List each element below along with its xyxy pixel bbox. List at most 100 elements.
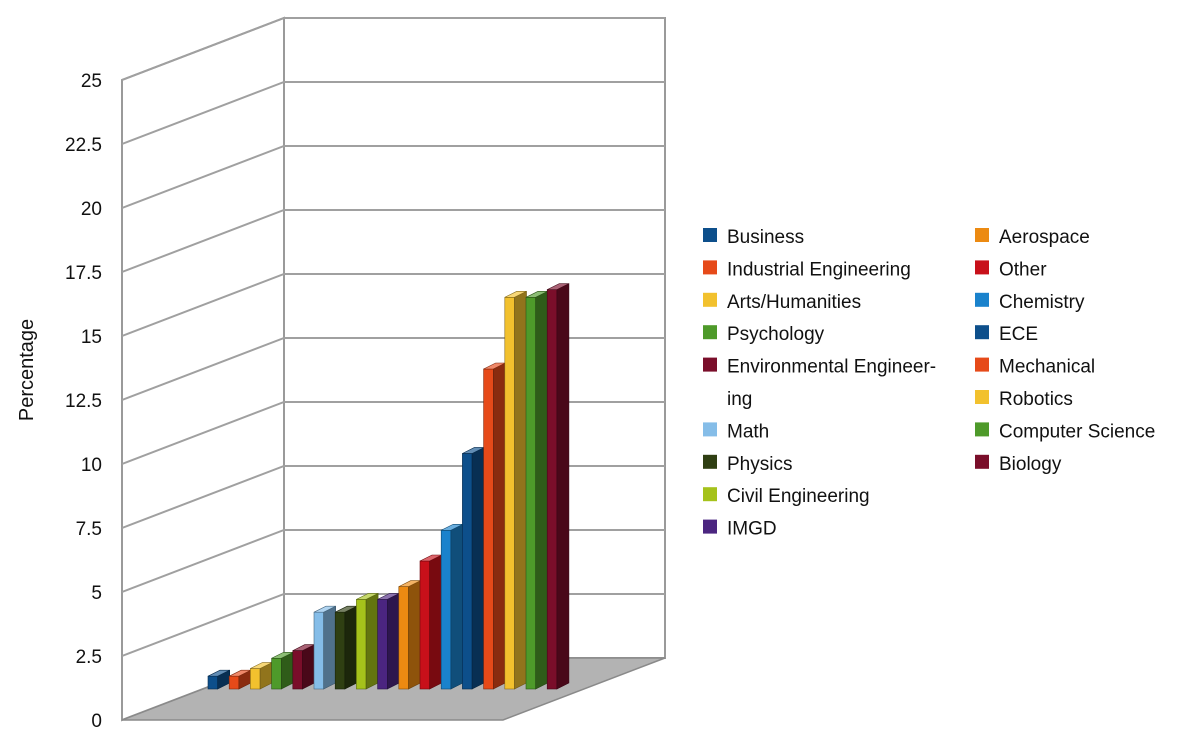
bar-top bbox=[313, 605, 336, 613]
legend-label: Computer Science bbox=[999, 421, 1155, 442]
bar bbox=[483, 362, 506, 690]
bar bbox=[525, 290, 549, 690]
legend-label: Biology bbox=[999, 454, 1062, 475]
gridline bbox=[121, 209, 665, 273]
bar-front bbox=[377, 599, 388, 690]
legend-label: Psychology bbox=[727, 324, 825, 345]
bar bbox=[271, 651, 294, 690]
y-axis-ticks: 0 2.5 5 7.5 10 12.5 15 17.5 20 22.5 25 bbox=[65, 71, 102, 732]
bar bbox=[440, 523, 464, 690]
bar-front bbox=[525, 297, 536, 690]
y-tick-label: 0 bbox=[91, 711, 102, 732]
bar-side bbox=[471, 446, 485, 690]
bar-top bbox=[207, 669, 230, 677]
gridline bbox=[121, 81, 665, 145]
bar-front bbox=[207, 675, 218, 690]
bar-side bbox=[323, 605, 337, 690]
bar-side bbox=[514, 290, 527, 690]
y-tick-label: 2.5 bbox=[76, 647, 102, 668]
legend-item: Environmental Engineer-ing bbox=[703, 357, 936, 410]
y-axis-title: Percentage bbox=[16, 319, 38, 421]
legend-label: ECE bbox=[999, 324, 1038, 345]
bar-side bbox=[492, 362, 506, 690]
bar-side bbox=[535, 290, 549, 690]
bar-top bbox=[504, 291, 527, 298]
legend-swatch bbox=[703, 422, 717, 437]
legend-item: Chemistry bbox=[975, 292, 1085, 313]
legend-item: Psychology bbox=[703, 324, 825, 345]
legend-item: Mechanical bbox=[975, 357, 1095, 378]
gridline bbox=[121, 145, 665, 209]
legend-swatch bbox=[975, 260, 989, 275]
legend-label: Civil Engineering bbox=[727, 486, 870, 507]
legend-item: Aerospace bbox=[975, 227, 1090, 248]
legend-item: IMGD bbox=[703, 519, 777, 540]
legend-item: Industrial Engineering bbox=[703, 259, 911, 280]
y-tick-label: 15 bbox=[81, 327, 102, 348]
legend-label: Math bbox=[727, 421, 769, 442]
bar-front bbox=[250, 668, 261, 690]
bar bbox=[313, 605, 337, 690]
legend-item: Robotics bbox=[975, 389, 1073, 410]
bar-side bbox=[302, 644, 315, 690]
bar bbox=[334, 605, 358, 690]
bars bbox=[207, 283, 570, 690]
bar bbox=[504, 290, 527, 690]
legend-label: Business bbox=[727, 227, 804, 248]
bar-front bbox=[546, 289, 558, 690]
bar-front bbox=[313, 611, 324, 690]
y-tick-label: 5 bbox=[91, 583, 102, 604]
legend-label: Chemistry bbox=[999, 292, 1085, 313]
bar bbox=[398, 580, 421, 690]
legend-swatch bbox=[975, 325, 989, 340]
legend-item: Business bbox=[703, 227, 804, 248]
legend-swatch bbox=[975, 228, 989, 242]
legend-item: Arts/Humanities bbox=[703, 292, 861, 313]
legend-item: Civil Engineering bbox=[703, 486, 870, 507]
bar-side bbox=[365, 592, 379, 690]
legend-swatch bbox=[975, 454, 989, 469]
legend: Business Industrial Engineering Arts/Human… bbox=[703, 227, 1155, 540]
bar-front bbox=[228, 675, 240, 690]
legend-label: Aerospace bbox=[999, 227, 1090, 248]
legend-swatch bbox=[703, 357, 717, 372]
legend-label: Arts/Humanities bbox=[727, 292, 861, 313]
bar-side bbox=[344, 605, 358, 690]
bar-side bbox=[556, 283, 570, 690]
legend-item: Other bbox=[975, 259, 1047, 280]
y-tick-label: 12.5 bbox=[65, 391, 102, 412]
legend-item: Math bbox=[703, 421, 769, 442]
legend-label: Environmental Engineer-ing bbox=[727, 357, 936, 410]
legend-label: Industrial Engineering bbox=[727, 259, 911, 280]
legend-label: Other bbox=[999, 259, 1047, 280]
bar-front bbox=[462, 453, 473, 690]
legend-swatch bbox=[703, 325, 717, 340]
legend-swatch bbox=[703, 487, 717, 502]
bar-top bbox=[547, 283, 570, 290]
bar-side bbox=[280, 651, 294, 690]
bar-front bbox=[334, 611, 346, 690]
legend-label: IMGD bbox=[727, 519, 777, 540]
bar bbox=[462, 446, 485, 690]
bar-side bbox=[386, 592, 400, 690]
bar-front bbox=[483, 368, 494, 690]
legend-swatch bbox=[975, 292, 989, 307]
legend-swatch bbox=[703, 260, 717, 275]
bar-front bbox=[504, 297, 515, 690]
legend-item: Biology bbox=[975, 454, 1062, 475]
bar bbox=[292, 644, 315, 690]
y-tick-label: 7.5 bbox=[76, 519, 102, 540]
legend-swatch bbox=[975, 390, 989, 404]
y-tick-label: 10 bbox=[81, 455, 102, 476]
legend-item: ECE bbox=[975, 324, 1038, 345]
bar-front bbox=[440, 529, 452, 690]
bar bbox=[356, 592, 379, 690]
bar bbox=[377, 592, 400, 690]
legend-label: Robotics bbox=[999, 389, 1073, 410]
legend-swatch bbox=[703, 454, 717, 469]
legend-label: Mechanical bbox=[999, 357, 1095, 378]
legend-item: Physics bbox=[703, 454, 792, 475]
y-tick-label: 25 bbox=[81, 71, 102, 92]
legend-swatch bbox=[975, 422, 989, 437]
